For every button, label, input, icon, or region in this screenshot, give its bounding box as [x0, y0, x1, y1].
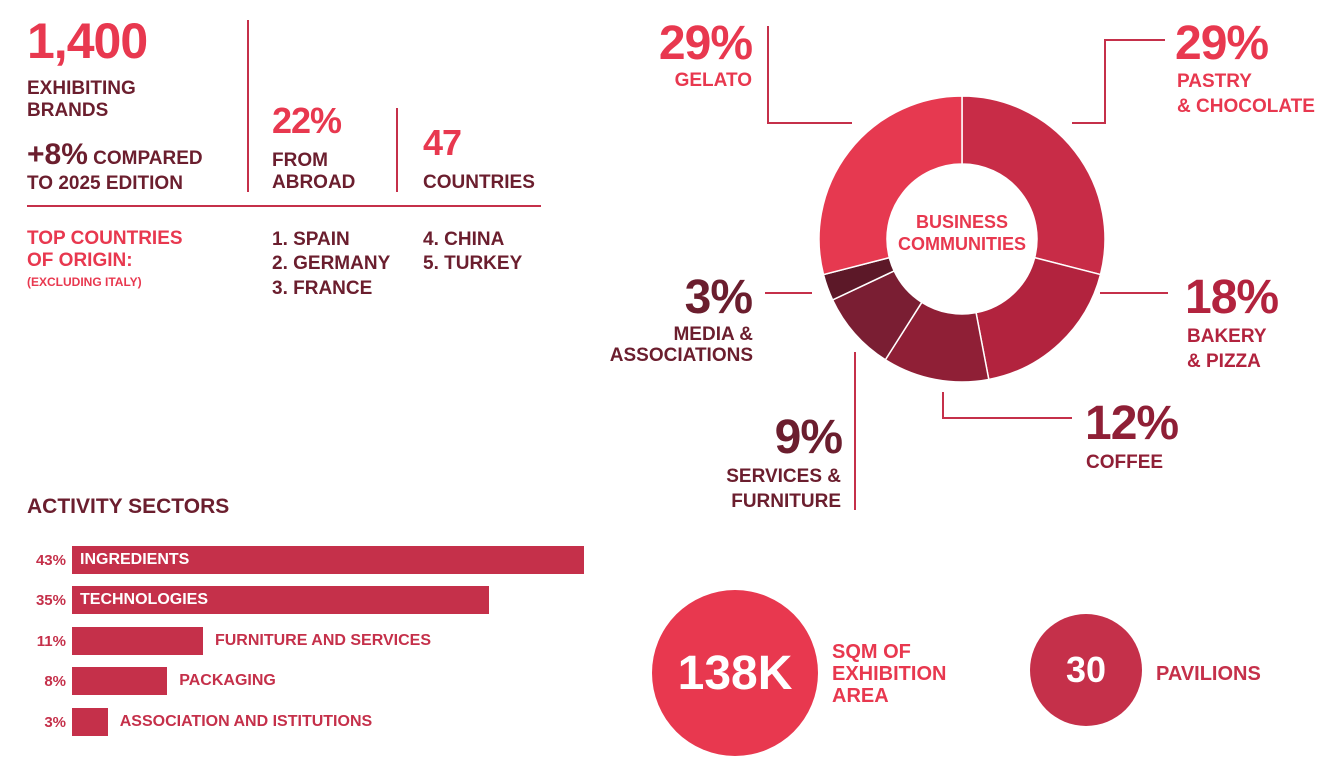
media-label: MEDIA & ASSOCIATIONS [592, 324, 753, 367]
bar-2 [72, 626, 203, 655]
area-circle: 138K [652, 590, 818, 756]
donut-center-line1: BUSINESS [916, 212, 1008, 232]
brands-value: 1,400 [27, 13, 148, 69]
area-value: 138K [677, 646, 793, 700]
leader-coffee [942, 392, 1072, 419]
donut-slice-gelato [818, 95, 963, 276]
media-pct: 3% [684, 271, 753, 324]
bakery-pct: 18% [1185, 271, 1279, 324]
top-countries-note: (EXCLUDING ITALY) [27, 274, 142, 289]
bar-label-0: INGREDIENTS [80, 551, 190, 568]
bar-label-2: FURNITURE AND SERVICES [214, 631, 431, 649]
bakery-label-l2: & PIZZA [1187, 350, 1261, 372]
area-label-l2: EXHIBITION [832, 663, 947, 685]
bakery-label: BAKERY & PIZZA [1187, 325, 1267, 374]
gelato-pct: 29% [658, 17, 753, 70]
pastry-label: PASTRY & CHOCOLATE [1177, 70, 1315, 119]
divider-2 [396, 108, 398, 192]
coffee-pct: 12% [1085, 397, 1179, 450]
pavilions-label: PAVILIONS [1156, 663, 1261, 685]
countries-value: 47 [423, 122, 462, 163]
growth-block: +8% COMPARED TO 2025 EDITION [27, 138, 203, 194]
divider-1 [247, 20, 249, 192]
area-label-l3: AREA [832, 685, 889, 707]
country-4: 4. CHINA [423, 229, 505, 250]
bar-label-3: PACKAGING [179, 672, 276, 690]
services-label-l1: SERVICES & [726, 466, 841, 487]
bar-pct-0: 43% [35, 552, 66, 569]
bar-label-4: ASSOCIATION AND ISTITUTIONS [119, 712, 373, 730]
leader-gelato [767, 26, 852, 124]
top-countries-line2: OF ORIGIN: [27, 249, 133, 271]
pastry-label-l2: & CHOCOLATE [1177, 95, 1315, 117]
media-label-l1: MEDIA & [673, 324, 753, 345]
brands-label: EXHIBITING BRANDS [27, 78, 136, 122]
top-countries-title: TOP COUNTRIES OF ORIGIN: (EXCLUDING ITAL… [27, 228, 183, 289]
services-label: SERVICES & FURNITURE [680, 465, 841, 514]
bar-pct-3: 8% [44, 673, 66, 691]
country-5: 5. TURKEY [423, 253, 523, 275]
sectors-title: ACTIVITY SECTORS [27, 495, 230, 518]
growth-text2: TO 2025 EDITION [27, 172, 183, 194]
country-1: 1. SPAIN [272, 229, 350, 250]
media-label-l2: ASSOCIATIONS [609, 344, 753, 366]
abroad-line1: FROM [272, 150, 328, 171]
brands-label-line2: BRANDS [27, 99, 109, 121]
donut-slice-bakery [975, 256, 1102, 381]
country-2: 2. GERMANY [272, 253, 391, 275]
top-countries-line1: TOP COUNTRIES [27, 228, 183, 249]
donut-slice-pastry [961, 95, 1106, 276]
gelato-label: GELATO [674, 70, 752, 91]
country-3: 3. FRANCE [272, 277, 373, 299]
bakery-label-l1: BAKERY [1187, 326, 1267, 347]
bar-label-1: TECHNOLOGIES [80, 591, 209, 609]
services-pct: 9% [774, 411, 843, 464]
pavilions-circle: 30 [1030, 614, 1142, 726]
bar-4 [72, 707, 108, 736]
top-countries-col1: 1. SPAIN 2. GERMANY 3. FRANCE [272, 228, 390, 301]
brands-label-line1: EXHIBITING [27, 78, 136, 99]
services-label-l2: FURNITURE [731, 490, 841, 512]
divider-horizontal [27, 205, 541, 207]
bar-3 [72, 667, 168, 696]
area-label: SQM OF EXHIBITION AREA [832, 641, 946, 707]
bar-1 [72, 586, 489, 615]
pavilions-value: 30 [1065, 649, 1107, 690]
leader-lines [765, 26, 1168, 510]
bar-pct-1: 35% [35, 592, 66, 610]
coffee-label: COFFEE [1086, 452, 1164, 473]
growth-text1: COMPARED [93, 148, 203, 169]
bar-0 [72, 546, 584, 574]
countries-label: COUNTRIES [423, 172, 535, 193]
abroad-line2: ABROAD [272, 171, 356, 193]
abroad-value: 22% [272, 100, 342, 141]
area-label-l1: SQM OF [832, 641, 911, 663]
pastry-pct: 29% [1175, 17, 1269, 70]
growth-value: +8% [27, 138, 88, 171]
pastry-label-l1: PASTRY [1177, 71, 1252, 92]
abroad-label: FROM ABROAD [272, 150, 355, 194]
donut-center-line2: COMMUNITIES [898, 234, 1026, 254]
leader-pastry [1072, 39, 1165, 124]
bar-pct-4: 3% [44, 713, 66, 731]
top-countries-col2: 4. CHINA 5. TURKEY [423, 228, 522, 277]
bar-pct-2: 11% [36, 632, 66, 650]
